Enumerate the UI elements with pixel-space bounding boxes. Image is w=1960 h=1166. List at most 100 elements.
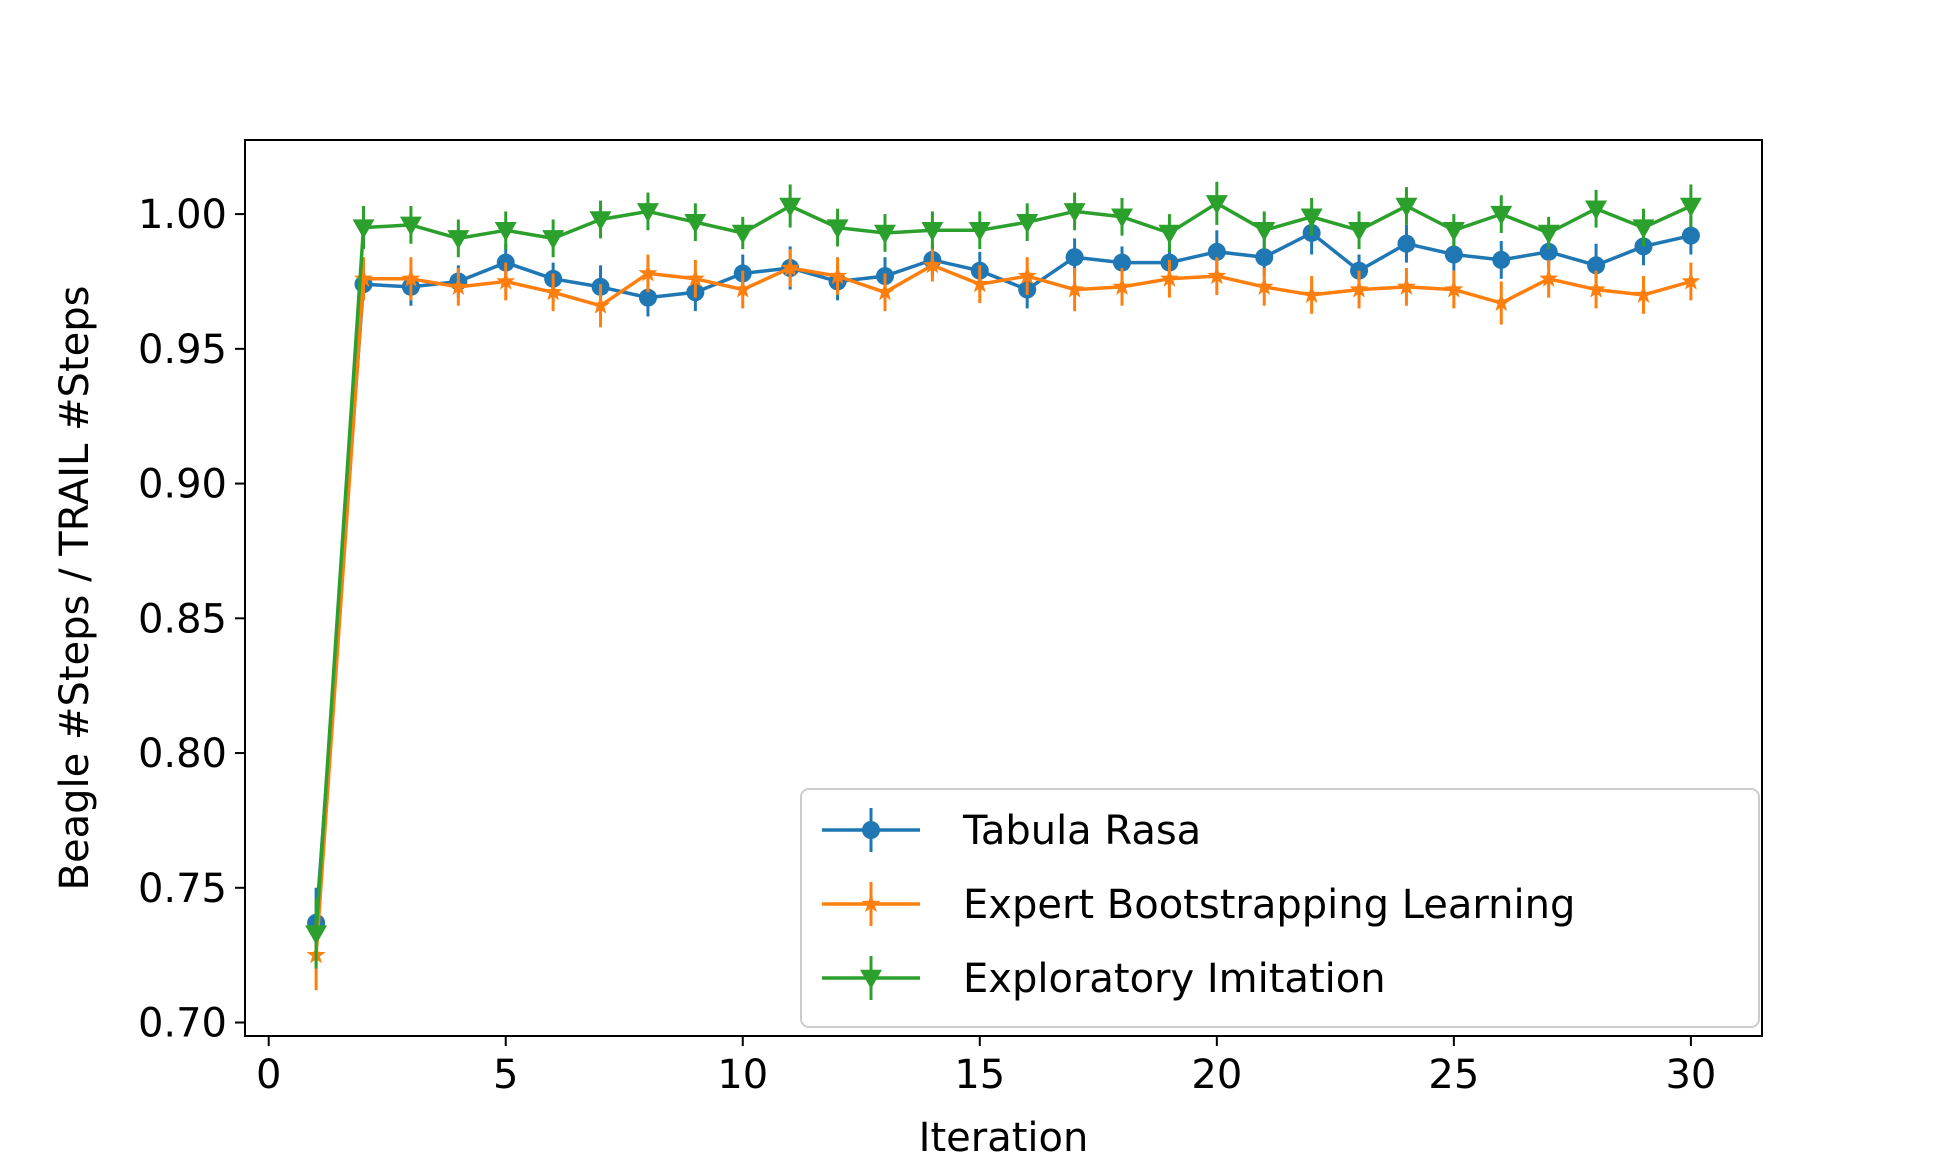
- data-point: [589, 211, 612, 231]
- legend: Tabula Rasa Expert Bootstrapping Learning…: [800, 788, 1760, 1028]
- data-point: [1300, 208, 1323, 228]
- data-point: [1586, 279, 1606, 298]
- series-3: [305, 181, 1702, 969]
- data-point: [733, 279, 753, 298]
- data-point: [780, 258, 800, 277]
- data-point: [685, 268, 705, 287]
- data-point: [1587, 256, 1606, 275]
- data-point: [1112, 276, 1132, 295]
- data-point: [1255, 248, 1274, 267]
- data-point: [1632, 219, 1655, 239]
- data-point: [1253, 222, 1276, 242]
- data-point: [1444, 279, 1464, 298]
- legend-label: Expert Bootstrapping Learning: [963, 882, 1575, 928]
- y-tick-label: 0.90: [138, 462, 227, 508]
- data-point: [1634, 284, 1653, 303]
- x-tick-label: 5: [493, 1052, 518, 1098]
- data-point: [1207, 242, 1226, 261]
- data-point: [1585, 200, 1608, 220]
- data-point: [828, 266, 848, 285]
- data-point: [1017, 266, 1037, 285]
- data-point: [921, 222, 944, 242]
- data-point: [1302, 284, 1322, 303]
- data-point: [1207, 266, 1227, 285]
- x-tick-label: 20: [1191, 1052, 1242, 1098]
- legend-marker: [862, 821, 880, 839]
- data-point: [542, 230, 565, 250]
- data-point: [1681, 271, 1701, 290]
- data-point: [305, 925, 328, 945]
- data-point: [968, 222, 991, 242]
- data-point: [684, 213, 707, 234]
- data-point: [1492, 250, 1511, 269]
- x-tick-label: 10: [717, 1052, 768, 1098]
- series-2: [306, 249, 1701, 991]
- plot-area: [305, 181, 1702, 991]
- y-tick-label: 0.85: [138, 596, 227, 642]
- y-axis-title: Beagle #Steps / TRAIL #Steps: [52, 286, 98, 891]
- data-point: [1444, 245, 1463, 264]
- data-point: [1065, 248, 1084, 267]
- data-point: [1679, 197, 1702, 218]
- data-point: [1681, 226, 1700, 245]
- legend-label: Tabula Rasa: [962, 808, 1201, 854]
- data-point: [1159, 268, 1179, 287]
- data-point: [731, 224, 754, 244]
- data-point: [1205, 195, 1228, 215]
- data-point: [638, 263, 658, 282]
- x-tick-label: 30: [1665, 1052, 1716, 1098]
- plot-frame: [244, 139, 1763, 1037]
- axes: 0 5 10 15 20 25 30 0.70 0.75 0.80 0.85 0.90 0.95 1.00: [138, 139, 1763, 1098]
- data-point: [1490, 205, 1513, 226]
- legend-label: Exploratory Imitation: [963, 956, 1386, 1002]
- legend-entry: Exploratory Imitation: [822, 956, 1386, 1002]
- data-point: [352, 219, 375, 239]
- data-point: [1395, 197, 1418, 218]
- data-point: [447, 230, 470, 250]
- data-point: [1397, 234, 1416, 253]
- data-point: [1254, 276, 1274, 295]
- y-tick-label: 1.00: [138, 192, 227, 238]
- data-point: [494, 222, 517, 242]
- data-point: [1065, 279, 1085, 298]
- data-point: [1063, 203, 1086, 223]
- data-point: [399, 216, 422, 236]
- data-point: [1539, 268, 1559, 287]
- y-tick-label: 0.95: [138, 327, 227, 373]
- data-point: [873, 224, 896, 244]
- series-line: [314, 201, 1692, 934]
- x-tick-label: 0: [256, 1052, 281, 1098]
- data-point: [448, 276, 468, 295]
- data-point: [1016, 213, 1039, 234]
- legend-marker: [860, 969, 882, 989]
- y-tick-label: 0.70: [138, 1001, 227, 1047]
- legend-box: [800, 788, 1760, 1028]
- legend-entry: Tabula Rasa: [822, 808, 1201, 854]
- data-point: [875, 282, 895, 301]
- series-line: [314, 263, 1692, 956]
- data-point: [636, 203, 659, 223]
- data-point: [1539, 242, 1558, 261]
- data-point: [779, 197, 802, 218]
- y-tick-label: 0.75: [138, 866, 227, 912]
- data-point: [826, 219, 849, 239]
- data-point: [1396, 276, 1416, 295]
- legend-marker: [861, 894, 881, 913]
- y-tick-label: 0.80: [138, 731, 227, 777]
- data-point: [1349, 279, 1369, 298]
- legend-entry: Expert Bootstrapping Learning: [822, 882, 1575, 928]
- data-point: [638, 288, 657, 307]
- data-point: [543, 282, 563, 301]
- data-point: [922, 255, 942, 274]
- data-point: [1113, 253, 1132, 272]
- data-point: [496, 271, 516, 290]
- x-tick-label: 15: [954, 1052, 1005, 1098]
- data-point: [401, 268, 421, 287]
- data-point: [354, 268, 373, 287]
- x-tick-label: 25: [1428, 1052, 1479, 1098]
- data-point: [591, 295, 611, 314]
- data-point: [1491, 293, 1511, 312]
- data-point: [970, 274, 990, 293]
- data-point: [1158, 224, 1181, 244]
